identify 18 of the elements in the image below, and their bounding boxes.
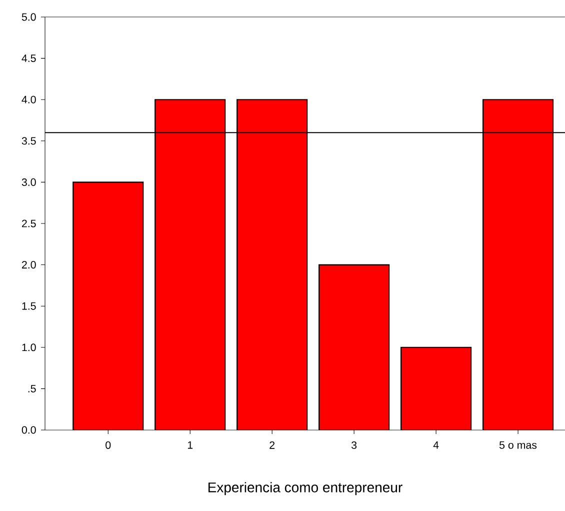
y-tick-label: 1.5 <box>22 302 36 310</box>
x-tick-label: 0 <box>106 441 111 449</box>
y-tick-label: 5.0 <box>22 13 36 21</box>
y-tick-label: 1.0 <box>22 344 36 352</box>
y-tick-label: .5 <box>28 384 36 392</box>
y-tick-label: 2.5 <box>22 220 36 228</box>
y-tick-label: 2.0 <box>22 261 36 269</box>
x-tick-label: 2 <box>270 441 275 449</box>
x-axis-title: Experiencia como entrepreneur <box>208 482 402 496</box>
x-tick-label: 4 <box>433 441 439 449</box>
y-tick-label: 3.5 <box>22 137 36 145</box>
x-tick-label: 1 <box>188 441 193 449</box>
y-tick-label: 3.0 <box>22 178 36 186</box>
y-tick-label: 4.0 <box>22 96 36 104</box>
x-tick-label: 5 o mas <box>499 441 537 449</box>
x-tick-label: 3 <box>351 441 357 449</box>
y-tick-label: 0.0 <box>22 426 36 434</box>
y-tick-label: 4.5 <box>22 54 36 62</box>
